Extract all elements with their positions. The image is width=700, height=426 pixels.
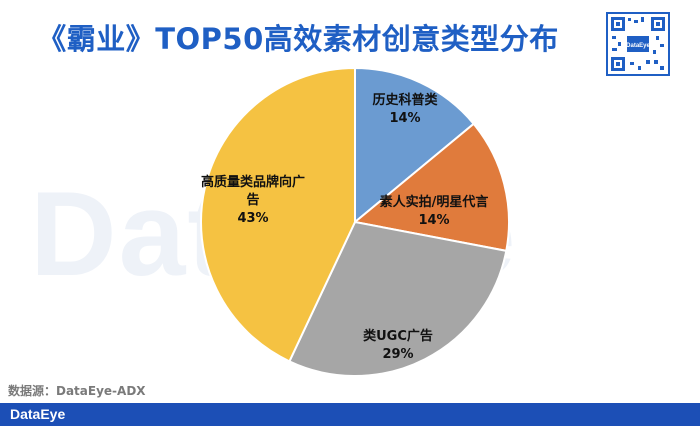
pie-slice [288,220,508,377]
footer-logo: DataEye [10,406,66,422]
slice-label: 历史科普类 14% [372,92,438,126]
data-source: 数据源：DataEye-ADX [8,384,146,398]
slice-label: 素人实拍/明星代言 14% [380,194,489,228]
qr-center-text: DataEye [626,43,650,49]
chart-title: 《霸业》TOP50高效素材创意类型分布 [37,22,559,56]
pie-slice [200,66,356,363]
pie-slice [352,122,510,253]
qr-code: DataEye [606,12,670,76]
pie-slice [354,66,476,225]
slice-label: 高质量类品牌向广告 43% [201,174,305,226]
footer-bar: DataEye [0,403,700,426]
slice-label: 类UGC广告 29% [363,328,433,362]
